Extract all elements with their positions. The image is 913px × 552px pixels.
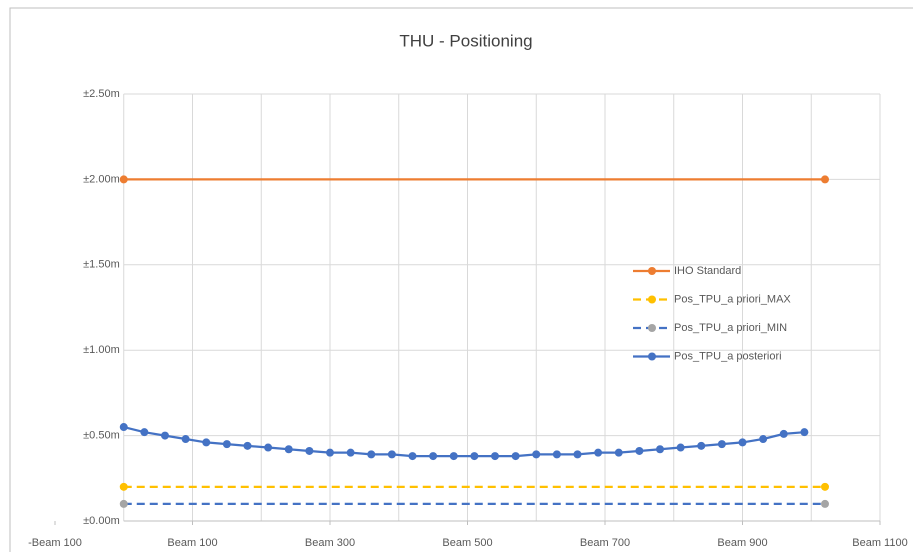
data-point — [779, 429, 788, 438]
data-point — [738, 438, 747, 447]
data-point — [284, 445, 293, 454]
data-point — [635, 446, 644, 455]
data-point — [119, 175, 128, 184]
legend-marker — [648, 352, 656, 361]
data-point — [119, 423, 128, 432]
data-point — [470, 452, 479, 461]
chart-title: THU - Positioning — [399, 31, 532, 50]
data-point — [573, 450, 582, 459]
data-point — [346, 448, 355, 457]
x-tick-label: Beam 700 — [580, 537, 630, 549]
legend-label: Pos_TPU_a priori_MIN — [674, 322, 787, 334]
data-point — [408, 452, 417, 461]
data-point — [264, 443, 273, 452]
x-tick-label: Beam 1100 — [852, 537, 907, 549]
data-point — [800, 428, 809, 437]
data-point — [676, 443, 685, 452]
y-tick-label: ±0.50m — [83, 430, 120, 442]
data-point — [140, 428, 149, 437]
data-point — [181, 435, 190, 444]
data-point — [759, 435, 768, 444]
data-point — [449, 452, 458, 461]
data-point — [387, 450, 396, 459]
data-point — [161, 431, 169, 440]
data-point — [367, 450, 376, 459]
x-tick-label: Beam 100 — [167, 537, 217, 549]
y-tick-label: ±2.00m — [83, 173, 120, 185]
data-point — [305, 446, 314, 455]
legend-label: Pos_TPU_a posteriori — [674, 350, 782, 362]
legend-marker — [648, 295, 656, 304]
data-point — [821, 175, 829, 184]
legend-label: IHO Standard — [674, 265, 741, 277]
data-point — [717, 440, 726, 449]
y-tick-label: ±2.50m — [83, 88, 120, 100]
x-tick-label: Beam 900 — [717, 537, 767, 549]
data-point — [697, 441, 706, 450]
data-point — [656, 445, 664, 454]
data-point — [202, 438, 211, 447]
data-point — [552, 450, 561, 459]
data-point — [326, 448, 334, 457]
legend-marker — [648, 267, 656, 275]
data-point — [821, 482, 829, 491]
data-point — [614, 448, 623, 457]
data-point — [119, 499, 128, 508]
series-line — [123, 425, 805, 458]
y-tick-label: ±0.00m — [83, 515, 120, 527]
data-point — [532, 450, 541, 459]
data-point — [119, 482, 128, 491]
data-point — [243, 441, 252, 450]
data-point — [429, 452, 438, 461]
legend-marker — [648, 324, 656, 332]
y-tick-label: ±1.50m — [83, 259, 120, 271]
x-tick-label: Beam 300 — [305, 537, 355, 549]
x-tick-label: -Beam 100 — [28, 537, 82, 549]
data-point — [594, 448, 603, 457]
data-point — [821, 499, 829, 508]
data-point — [491, 452, 499, 461]
data-point — [222, 440, 231, 449]
y-tick-label: ±1.00m — [83, 344, 120, 356]
x-tick-label: Beam 500 — [442, 537, 492, 549]
legend-label: Pos_TPU_a priori_MAX — [674, 293, 791, 305]
chart-frame — [9, 7, 913, 552]
data-point — [511, 452, 520, 461]
